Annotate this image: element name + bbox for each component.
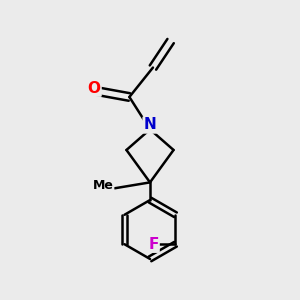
Text: O: O [88,81,100,96]
Text: Me: Me [92,179,113,192]
Text: N: N [144,118,156,133]
Text: F: F [148,237,159,252]
